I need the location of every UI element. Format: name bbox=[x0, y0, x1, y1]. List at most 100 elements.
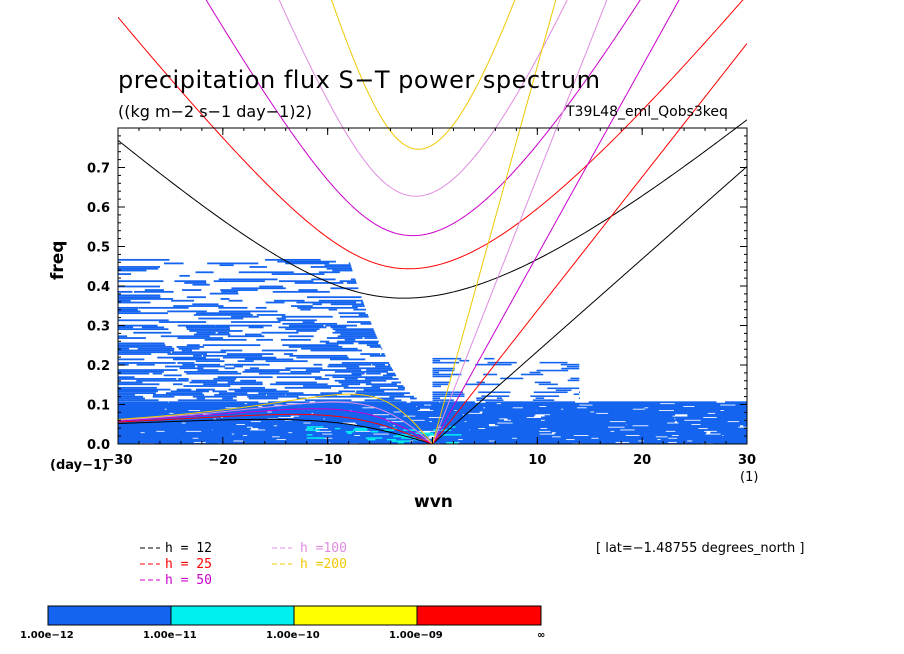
shade-streak bbox=[265, 258, 321, 261]
shade-streak bbox=[118, 427, 252, 430]
shade-streak bbox=[351, 409, 418, 412]
shade-streak bbox=[285, 438, 414, 441]
shade-streak-high bbox=[397, 442, 405, 444]
shade-streak bbox=[118, 378, 177, 380]
shade-streak bbox=[500, 420, 610, 423]
shade-streak bbox=[324, 264, 351, 267]
shade-streak bbox=[134, 290, 174, 293]
shade-streak bbox=[432, 383, 449, 386]
shade-streak bbox=[356, 423, 489, 426]
shade-streak bbox=[395, 424, 490, 427]
shade-streak bbox=[286, 394, 337, 396]
shade-streak bbox=[189, 381, 218, 384]
shade-streak bbox=[675, 417, 747, 420]
shade-streak bbox=[544, 419, 685, 422]
shade-streak bbox=[277, 260, 336, 263]
shade-streak bbox=[118, 401, 169, 404]
shade-streak bbox=[277, 424, 393, 427]
rossby-curve-h12 bbox=[118, 418, 433, 444]
shade-streak bbox=[172, 358, 220, 361]
colorbar bbox=[47, 605, 542, 626]
shade-streak bbox=[465, 383, 500, 386]
shade-streak bbox=[338, 312, 366, 315]
shade-streak bbox=[291, 419, 412, 422]
x-unit-right: (1) bbox=[740, 470, 759, 485]
shade-streak bbox=[539, 361, 568, 364]
shade-streak bbox=[462, 438, 567, 441]
shade-streak bbox=[270, 383, 328, 386]
shade-streak bbox=[170, 390, 209, 393]
shade-streak bbox=[536, 369, 569, 372]
shade-streak bbox=[282, 404, 425, 407]
shade-streak bbox=[196, 397, 206, 400]
shade-streak bbox=[534, 381, 551, 384]
shade-streak bbox=[118, 437, 193, 440]
shade-streak bbox=[171, 299, 195, 302]
shade-streak bbox=[332, 376, 393, 379]
y-tick-label: 0.7 bbox=[87, 162, 110, 177]
shade-streak bbox=[715, 412, 747, 415]
shade-streak bbox=[320, 392, 343, 395]
shade-streak bbox=[118, 353, 152, 355]
shade-streak bbox=[177, 337, 224, 339]
shade-streak bbox=[391, 381, 401, 384]
shade-streak bbox=[428, 438, 459, 441]
shade-streak bbox=[272, 290, 330, 293]
shade-streak bbox=[278, 280, 314, 283]
shade-streak-high bbox=[403, 429, 417, 431]
shade-streak bbox=[440, 442, 573, 444]
shade-streak bbox=[369, 346, 382, 348]
shade-streak bbox=[410, 397, 417, 400]
shade-streak bbox=[278, 326, 327, 329]
dispersion-curves bbox=[118, 0, 747, 444]
shade-streak bbox=[118, 312, 168, 315]
shade-streak bbox=[198, 317, 244, 320]
shade-streak bbox=[529, 371, 541, 374]
shade-streak bbox=[366, 369, 394, 371]
shade-streak bbox=[550, 430, 611, 433]
shade-streak bbox=[247, 395, 299, 398]
shade-streak-high bbox=[433, 429, 452, 431]
shade-streak bbox=[118, 442, 139, 444]
shade-streak bbox=[281, 315, 333, 318]
shade-streak bbox=[193, 314, 253, 316]
shade-streak bbox=[363, 388, 405, 391]
shade-streak bbox=[118, 258, 170, 261]
shade-streak bbox=[258, 372, 312, 375]
shade-streak bbox=[262, 405, 417, 408]
shade-streak bbox=[118, 431, 141, 434]
shade-streak bbox=[224, 363, 270, 366]
shade-streak bbox=[226, 353, 274, 355]
shade-streak bbox=[372, 363, 386, 366]
shade-streak bbox=[293, 416, 429, 419]
shade-streak bbox=[432, 361, 460, 364]
shade-streak bbox=[598, 437, 669, 440]
shade-streak bbox=[294, 282, 344, 284]
shade-streak bbox=[247, 434, 355, 437]
shade-streak bbox=[118, 335, 128, 338]
legend-entry-h50: h = 50 bbox=[165, 573, 212, 588]
shade-streak bbox=[366, 344, 381, 347]
shade-streak bbox=[178, 378, 189, 380]
shade-streak bbox=[305, 369, 362, 371]
shade-streak bbox=[700, 423, 747, 426]
shade-streak bbox=[118, 267, 159, 270]
shade-streak bbox=[118, 430, 157, 433]
shade-streak bbox=[118, 406, 226, 409]
legend-entry-h200: h =200 bbox=[300, 557, 347, 572]
shade-streak bbox=[160, 335, 210, 338]
shade-streak bbox=[179, 367, 204, 370]
shade-streak-high bbox=[415, 432, 434, 435]
shade-streak bbox=[285, 328, 320, 331]
shade-streak bbox=[563, 408, 633, 411]
shade-streak bbox=[118, 390, 158, 393]
shade-streak bbox=[198, 437, 317, 440]
shade-streak-high bbox=[352, 429, 368, 431]
shade-streak bbox=[432, 357, 462, 360]
shade-streak bbox=[157, 356, 206, 359]
shade-streak bbox=[228, 388, 277, 391]
shade-streak bbox=[351, 372, 365, 375]
shade-streak bbox=[221, 290, 238, 293]
shade-streak bbox=[431, 404, 580, 407]
